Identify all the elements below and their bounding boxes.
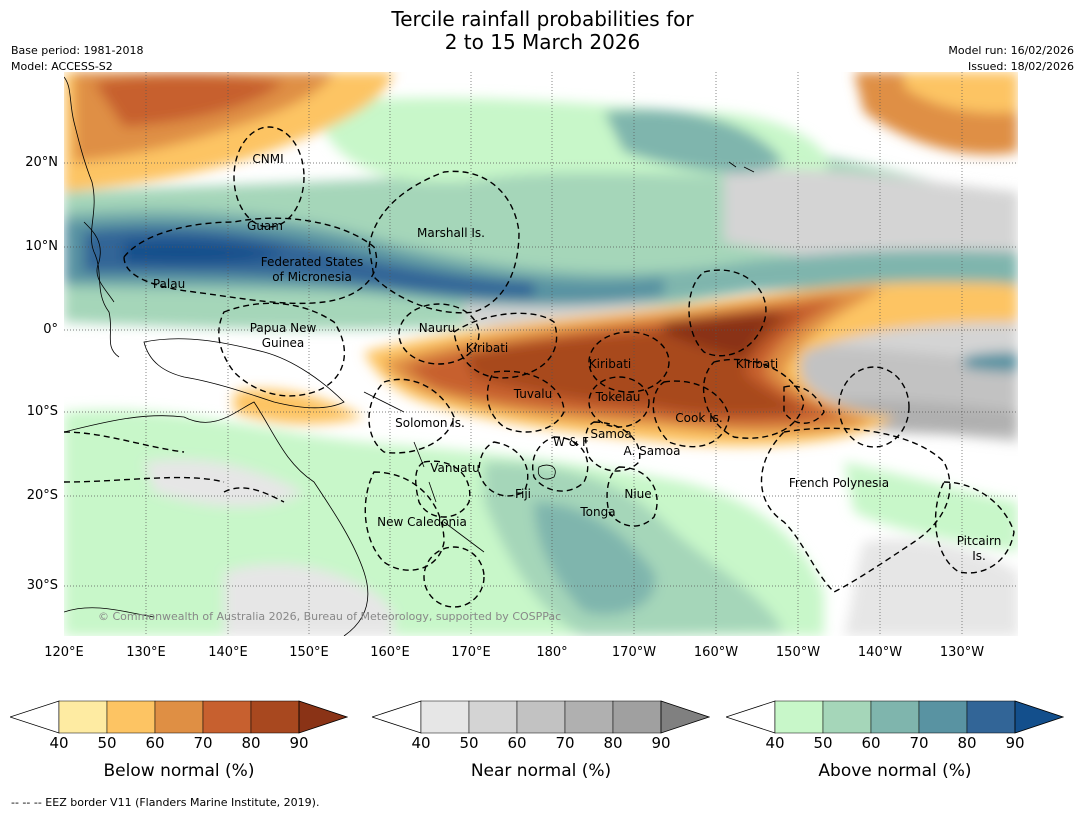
label-kiribati-central: Kiribati: [588, 357, 632, 371]
colorbar-below-ticks: 40 50 60 70 80 90: [10, 734, 348, 752]
label-fsm-line2: of Micronesia: [272, 270, 352, 284]
eez-borders: [64, 126, 1015, 608]
eez-footnote: -- -- -- EEZ border V11 (Flanders Marine…: [11, 796, 320, 809]
label-american-samoa: A. Samoa: [623, 444, 681, 458]
cb-near-tick: 70: [555, 734, 575, 752]
cb-below-tick: 90: [289, 734, 309, 752]
meta-right: Model run: 16/02/2026 Issued: 18/02/2026: [948, 43, 1074, 75]
lon-label-160e: 160°E: [370, 645, 410, 660]
colorbar-below-swatches: [8, 700, 349, 734]
label-samoa: Samoa: [590, 427, 632, 441]
lat-label-10n: 10°N: [25, 239, 58, 254]
label-tokelau: Tokelau: [595, 390, 641, 404]
label-nauru: Nauru: [418, 321, 456, 335]
label-png-line1: Papua New: [249, 321, 317, 335]
label-marshall-islands: Marshall Is.: [417, 226, 485, 240]
label-cnmi: CNMI: [252, 152, 284, 166]
map-canvas: [64, 72, 1018, 636]
cb-above-tick: 60: [861, 734, 881, 752]
colorbar-near-normal: 40 50 60 70 80 90 Near normal (%): [370, 700, 711, 781]
lon-label-170e: 170°E: [451, 645, 491, 660]
label-png-line2: Guinea: [261, 336, 305, 350]
base-period: Base period: 1981-2018: [11, 44, 144, 57]
label-niue: Niue: [624, 487, 652, 501]
rainfall-probability-map: [64, 72, 1018, 636]
cb-near-tick: 60: [507, 734, 527, 752]
label-palau: Palau: [152, 277, 186, 291]
label-cook-islands: Cook Is.: [675, 411, 723, 425]
copyright-credit: © Commonwealth of Australia 2026, Bureau…: [98, 610, 562, 623]
label-solomon-islands: Solomon Is.: [395, 416, 465, 430]
lon-label-140w: 140°W: [857, 645, 903, 660]
label-fsm-line1: Federated States: [260, 255, 364, 269]
label-tuvalu: Tuvalu: [513, 387, 553, 401]
cb-above-tick: 90: [1005, 734, 1025, 752]
cb-above-tick: 80: [957, 734, 977, 752]
colorbar-near-swatches: [370, 700, 711, 734]
lon-label-120e: 120°E: [44, 645, 84, 660]
model-name: Model: ACCESS-S2: [11, 60, 113, 73]
label-tonga: Tonga: [580, 505, 616, 519]
map-title-line1: Tercile rainfall probabilities for: [391, 7, 694, 31]
coastlines: [64, 76, 755, 636]
lat-label-10s: 10°S: [26, 404, 58, 419]
label-new-caledonia: New Caledonia: [377, 515, 467, 529]
lon-label-180: 180°: [536, 645, 568, 660]
cb-below-tick: 40: [49, 734, 69, 752]
label-french-polynesia: French Polynesia: [788, 476, 890, 490]
map-graticule: [64, 72, 1018, 636]
cb-near-tick: 80: [603, 734, 623, 752]
cb-near-tick: 40: [411, 734, 431, 752]
lat-label-20n: 20°N: [25, 155, 58, 170]
lon-label-160w: 160°W: [693, 645, 739, 660]
colorbar-above-swatches: [724, 700, 1065, 734]
cb-below-tick: 80: [241, 734, 261, 752]
colorbar-near-title: Near normal (%): [470, 761, 612, 781]
cb-below-tick: 50: [97, 734, 117, 752]
label-pitcairn-line1: Pitcairn: [956, 534, 1002, 548]
lat-label-20s: 20°S: [26, 488, 58, 503]
colorbar-below-normal: 40 50 60 70 80 90 Below normal (%): [8, 700, 349, 781]
lon-label-130e: 130°E: [126, 645, 166, 660]
colorbar-above-title: Above normal (%): [818, 761, 972, 781]
meta-left: Base period: 1981-2018 Model: ACCESS-S2: [11, 43, 143, 75]
cb-near-tick: 90: [651, 734, 671, 752]
lon-label-130w: 130°W: [939, 645, 985, 660]
cb-above-tick: 50: [813, 734, 833, 752]
lon-label-170w: 170°W: [611, 645, 657, 660]
lat-label-30s: 30°S: [26, 578, 58, 593]
lon-label-140e: 140°E: [208, 645, 248, 660]
issued-date: Issued: 18/02/2026: [967, 60, 1074, 73]
colorbar-above-normal: 40 50 60 70 80 90 Above normal (%): [724, 700, 1065, 781]
label-wallis-futuna: W & F: [553, 435, 589, 449]
label-guam: Guam: [247, 219, 283, 233]
label-pitcairn-line2: Is.: [972, 549, 986, 563]
label-vanuatu: Vanuatu: [430, 461, 480, 475]
lon-label-150e: 150°E: [289, 645, 329, 660]
lat-label-0: 0°: [43, 322, 58, 337]
label-kiribati-east: Kiribati: [735, 357, 779, 371]
cb-below-tick: 60: [145, 734, 165, 752]
colorbar-near-ticks: 40 50 60 70 80 90: [372, 734, 710, 752]
lon-label-150w: 150°W: [775, 645, 821, 660]
colorbar-below-title: Below normal (%): [103, 761, 255, 781]
model-run: Model run: 16/02/2026: [948, 44, 1074, 57]
cb-above-tick: 70: [909, 734, 929, 752]
cb-below-tick: 70: [193, 734, 213, 752]
cb-above-tick: 40: [765, 734, 785, 752]
cb-near-tick: 50: [459, 734, 479, 752]
map-title-line2: 2 to 15 March 2026: [444, 30, 641, 54]
label-fiji: Fiji: [514, 487, 532, 501]
label-kiribati-west: Kiribati: [465, 341, 509, 355]
colorbar-above-ticks: 40 50 60 70 80 90: [726, 734, 1064, 752]
